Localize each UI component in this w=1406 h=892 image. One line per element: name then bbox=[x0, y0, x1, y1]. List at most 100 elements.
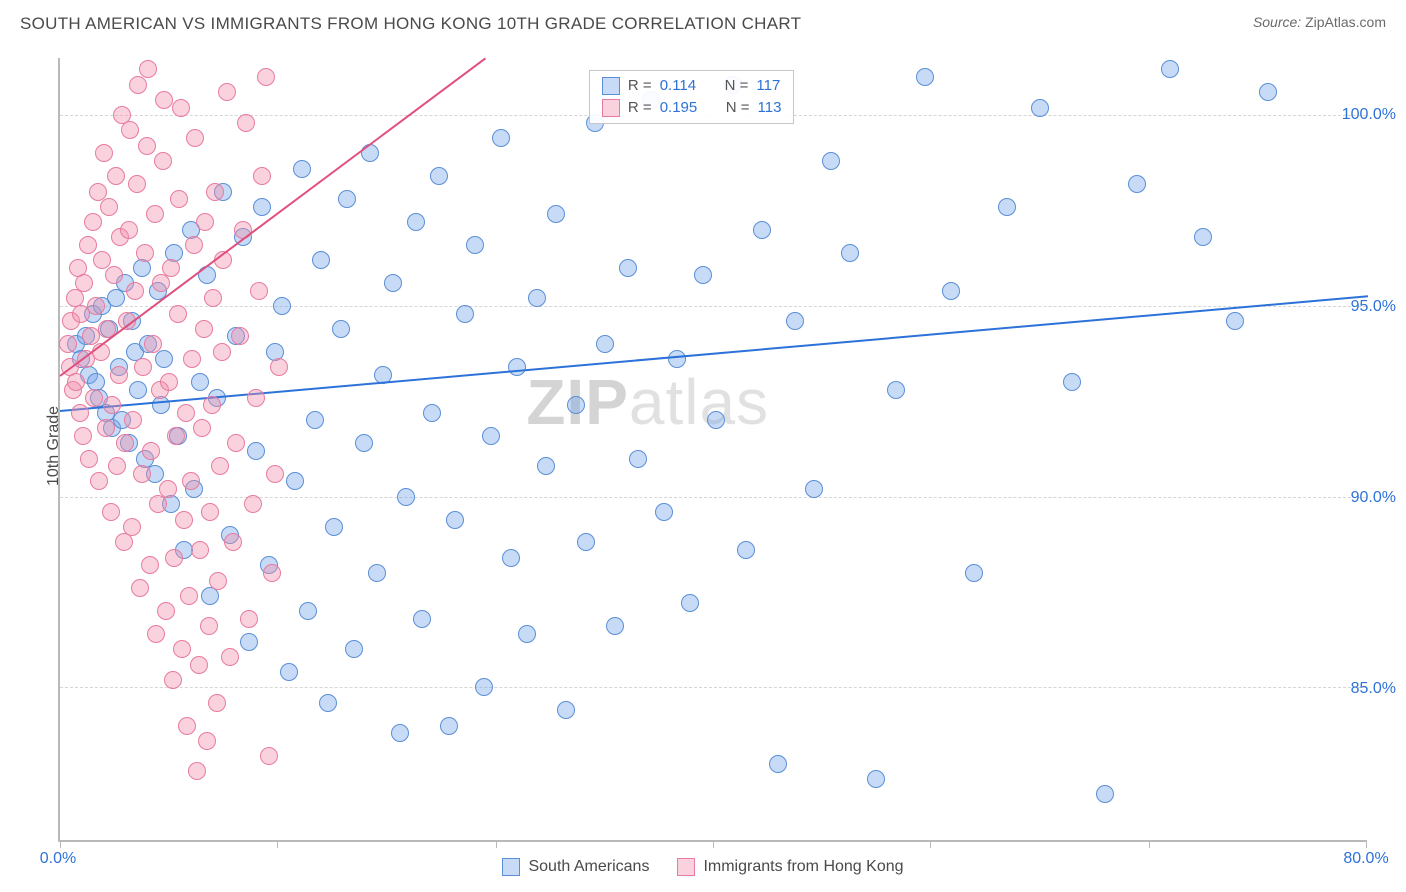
scatter-point bbox=[107, 289, 125, 307]
scatter-point bbox=[203, 396, 221, 414]
scatter-point bbox=[155, 350, 173, 368]
scatter-point bbox=[231, 327, 249, 345]
scatter-point bbox=[1226, 312, 1244, 330]
scatter-point bbox=[71, 404, 89, 422]
scatter-point bbox=[157, 602, 175, 620]
x-tick bbox=[930, 840, 931, 848]
scatter-point bbox=[1096, 785, 1114, 803]
scatter-point bbox=[655, 503, 673, 521]
scatter-point bbox=[247, 389, 265, 407]
scatter-point bbox=[59, 335, 77, 353]
scatter-point bbox=[218, 83, 236, 101]
scatter-point bbox=[244, 495, 262, 513]
stats-n-value: 117 bbox=[756, 77, 780, 94]
scatter-point bbox=[141, 556, 159, 574]
x-tick bbox=[496, 840, 497, 848]
scatter-point bbox=[173, 640, 191, 658]
scatter-point bbox=[668, 350, 686, 368]
scatter-point bbox=[247, 442, 265, 460]
scatter-point bbox=[128, 175, 146, 193]
scatter-point bbox=[786, 312, 804, 330]
scatter-point bbox=[80, 450, 98, 468]
legend-swatch bbox=[677, 858, 695, 876]
scatter-point bbox=[253, 167, 271, 185]
scatter-point bbox=[182, 472, 200, 490]
scatter-point bbox=[1031, 99, 1049, 117]
scatter-point bbox=[325, 518, 343, 536]
scatter-point bbox=[805, 480, 823, 498]
scatter-point bbox=[224, 533, 242, 551]
scatter-point bbox=[312, 251, 330, 269]
scatter-point bbox=[338, 190, 356, 208]
scatter-point bbox=[694, 266, 712, 284]
scatter-point bbox=[286, 472, 304, 490]
stats-r-label: R = bbox=[628, 77, 652, 94]
x-tick-label: 0.0% bbox=[40, 850, 76, 868]
scatter-point bbox=[240, 610, 258, 628]
scatter-point bbox=[211, 457, 229, 475]
scatter-point bbox=[142, 442, 160, 460]
scatter-point bbox=[299, 602, 317, 620]
scatter-point bbox=[206, 183, 224, 201]
stats-n-label: N = bbox=[726, 99, 750, 116]
scatter-point bbox=[413, 610, 431, 628]
scatter-point bbox=[180, 587, 198, 605]
scatter-point bbox=[263, 564, 281, 582]
scatter-point bbox=[681, 594, 699, 612]
plot-area: ZIPatlas R = 0.114 N = 117R = 0.195 N = … bbox=[58, 58, 1366, 842]
legend-item: Immigrants from Hong Kong bbox=[677, 858, 903, 876]
scatter-point bbox=[208, 694, 226, 712]
source-label: Source: bbox=[1253, 14, 1305, 30]
scatter-point bbox=[186, 129, 204, 147]
scatter-point bbox=[257, 68, 275, 86]
scatter-point bbox=[149, 495, 167, 513]
scatter-point bbox=[188, 762, 206, 780]
scatter-point bbox=[204, 289, 222, 307]
scatter-point bbox=[177, 404, 195, 422]
scatter-point bbox=[407, 213, 425, 231]
scatter-point bbox=[1063, 373, 1081, 391]
scatter-point bbox=[90, 472, 108, 490]
scatter-point bbox=[769, 755, 787, 773]
scatter-point bbox=[133, 259, 151, 277]
scatter-point bbox=[103, 396, 121, 414]
gridline bbox=[60, 306, 1366, 307]
legend-label: Immigrants from Hong Kong bbox=[703, 858, 903, 876]
scatter-point bbox=[144, 335, 162, 353]
scatter-point bbox=[355, 434, 373, 452]
scatter-point bbox=[170, 190, 188, 208]
scatter-point bbox=[172, 99, 190, 117]
scatter-point bbox=[606, 617, 624, 635]
scatter-point bbox=[167, 427, 185, 445]
legend-item: South Americans bbox=[502, 858, 649, 876]
stats-row: R = 0.114 N = 117 bbox=[598, 75, 786, 97]
scatter-point bbox=[131, 579, 149, 597]
scatter-point bbox=[822, 152, 840, 170]
scatter-point bbox=[67, 373, 85, 391]
x-tick-label: 80.0% bbox=[1343, 850, 1388, 868]
scatter-point bbox=[221, 648, 239, 666]
scatter-point bbox=[198, 732, 216, 750]
scatter-point bbox=[154, 152, 172, 170]
scatter-point bbox=[84, 213, 102, 231]
scatter-point bbox=[79, 236, 97, 254]
legend-swatch bbox=[602, 99, 620, 117]
scatter-point bbox=[250, 282, 268, 300]
scatter-point bbox=[165, 549, 183, 567]
scatter-point bbox=[139, 60, 157, 78]
scatter-point bbox=[164, 671, 182, 689]
bottom-legend: South Americans Immigrants from Hong Kong bbox=[0, 858, 1406, 876]
scatter-point bbox=[227, 434, 245, 452]
scatter-point bbox=[175, 511, 193, 529]
scatter-point bbox=[129, 76, 147, 94]
scatter-point bbox=[557, 701, 575, 719]
stats-n-label: N = bbox=[725, 77, 749, 94]
scatter-point bbox=[887, 381, 905, 399]
stats-box: R = 0.114 N = 117R = 0.195 N = 113 bbox=[589, 70, 795, 124]
scatter-point bbox=[867, 770, 885, 788]
scatter-point bbox=[577, 533, 595, 551]
legend-swatch bbox=[602, 77, 620, 95]
scatter-point bbox=[155, 91, 173, 109]
scatter-point bbox=[567, 396, 585, 414]
stats-r-label: R = bbox=[628, 99, 652, 116]
